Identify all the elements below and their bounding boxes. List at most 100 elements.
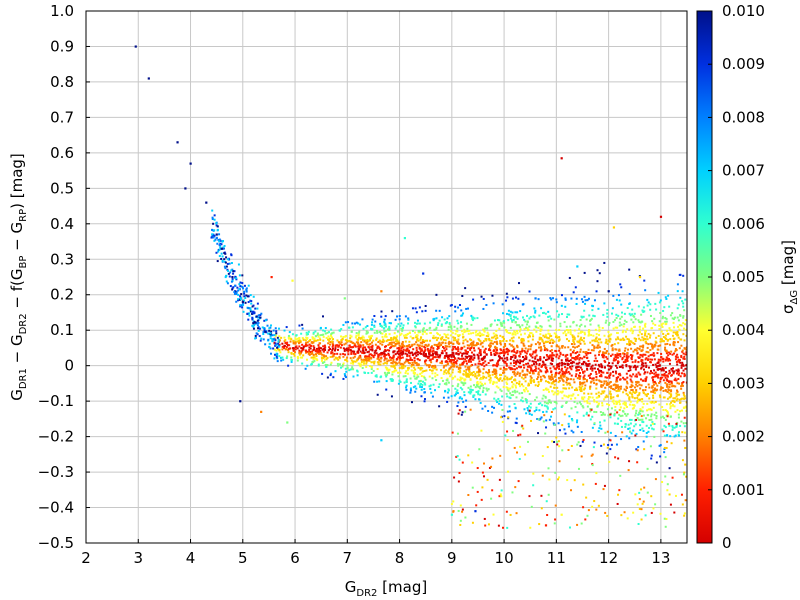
- data-point: [336, 339, 339, 342]
- data-point: [526, 320, 529, 323]
- data-point: [667, 354, 670, 357]
- data-point: [524, 376, 527, 379]
- data-point: [572, 349, 575, 352]
- data-point: [432, 336, 435, 339]
- data-point: [251, 305, 254, 308]
- data-point: [682, 391, 685, 394]
- data-point: [471, 343, 474, 346]
- data-point: [478, 331, 481, 334]
- data-point: [482, 387, 485, 390]
- data-point: [407, 322, 410, 325]
- data-point: [402, 348, 405, 351]
- data-point: [345, 370, 348, 373]
- data-point: [395, 340, 398, 343]
- data-point: [214, 238, 217, 241]
- data-point: [514, 374, 517, 377]
- data-point: [644, 330, 647, 333]
- data-point: [655, 461, 658, 464]
- data-point: [332, 354, 335, 357]
- data-point: [523, 390, 526, 393]
- data-point: [477, 370, 480, 373]
- data-point: [370, 345, 373, 348]
- data-point: [578, 353, 581, 356]
- data-point: [645, 350, 648, 353]
- data-point: [558, 355, 561, 358]
- data-point: [260, 337, 263, 340]
- data-point: [669, 393, 672, 396]
- data-point: [593, 359, 596, 362]
- data-point: [346, 366, 349, 369]
- data-point: [645, 435, 648, 438]
- data-point: [483, 356, 486, 359]
- data-point: [331, 343, 334, 346]
- data-point: [373, 354, 376, 357]
- data-point: [407, 367, 410, 370]
- data-point: [582, 360, 585, 363]
- data-point: [572, 361, 575, 364]
- data-point: [679, 410, 682, 413]
- data-point: [292, 349, 295, 352]
- data-point: [455, 352, 458, 355]
- data-point: [280, 336, 283, 339]
- data-point: [564, 366, 567, 369]
- data-point: [319, 327, 322, 330]
- data-point: [651, 346, 654, 349]
- data-point: [513, 347, 516, 350]
- data-point: [436, 344, 439, 347]
- data-point: [522, 427, 525, 430]
- data-point: [388, 349, 391, 352]
- data-point: [580, 522, 583, 525]
- data-point: [510, 355, 513, 358]
- data-point: [667, 294, 670, 297]
- data-point: [565, 325, 568, 328]
- data-point: [575, 421, 578, 424]
- data-point: [448, 367, 451, 370]
- data-point: [622, 352, 625, 355]
- data-point: [257, 327, 260, 330]
- data-point: [315, 347, 318, 350]
- data-point: [581, 397, 584, 400]
- data-point: [576, 523, 579, 526]
- data-point: [567, 396, 570, 399]
- data-point: [450, 355, 453, 358]
- data-point: [527, 384, 530, 387]
- data-point: [654, 387, 657, 390]
- data-point: [623, 401, 626, 404]
- data-point: [440, 343, 443, 346]
- data-point: [396, 335, 399, 338]
- data-point: [577, 332, 580, 335]
- data-point: [271, 338, 274, 341]
- data-point: [371, 321, 374, 324]
- data-point: [312, 345, 315, 348]
- data-point: [619, 355, 622, 358]
- data-point: [401, 356, 404, 359]
- data-point: [479, 354, 482, 357]
- data-point: [290, 359, 293, 362]
- data-point: [220, 252, 223, 255]
- data-point: [447, 357, 450, 360]
- data-point: [470, 351, 473, 354]
- outlier-point: [380, 439, 383, 442]
- data-point: [539, 375, 542, 378]
- data-point: [618, 321, 621, 324]
- data-point: [613, 412, 616, 415]
- data-point: [497, 524, 500, 527]
- data-point: [648, 386, 651, 389]
- data-point: [655, 389, 658, 392]
- data-point: [446, 363, 449, 366]
- data-point: [646, 304, 649, 307]
- data-point: [668, 493, 671, 496]
- data-point: [516, 373, 519, 376]
- data-point: [424, 309, 427, 312]
- data-point: [625, 392, 628, 395]
- data-point: [487, 344, 490, 347]
- data-point: [583, 331, 586, 334]
- data-point: [572, 340, 575, 343]
- data-point: [514, 386, 517, 389]
- data-point: [628, 403, 631, 406]
- data-point: [256, 316, 259, 319]
- data-point: [280, 359, 283, 362]
- data-point: [593, 441, 596, 444]
- data-point: [556, 478, 559, 481]
- data-point: [471, 374, 474, 377]
